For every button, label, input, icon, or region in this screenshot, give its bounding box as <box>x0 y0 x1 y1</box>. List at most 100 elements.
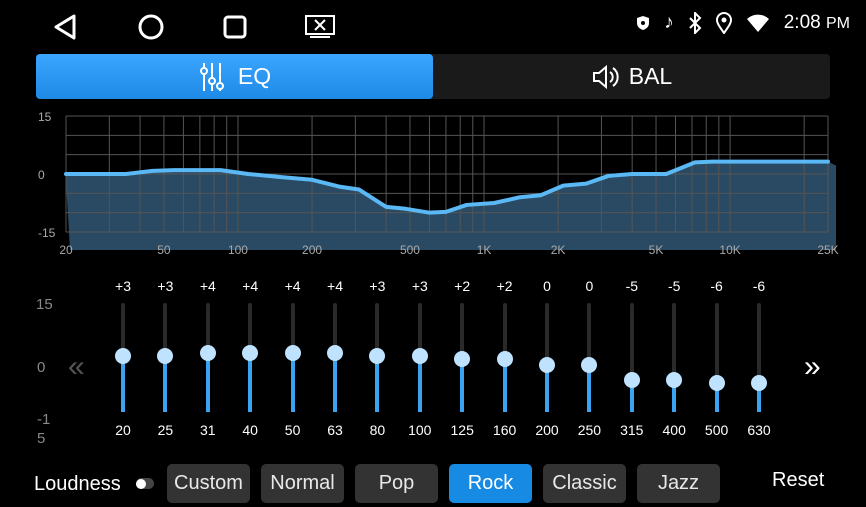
prev-bands-button[interactable]: « <box>68 350 84 383</box>
band-slider-400[interactable]: -5 400 <box>654 278 694 438</box>
recents-icon[interactable] <box>222 13 248 41</box>
slider-knob[interactable] <box>157 348 174 364</box>
band-slider-200[interactable]: 0 200 <box>527 278 567 438</box>
band-frequency: 25 <box>157 422 174 438</box>
x-tick-label: 50 <box>157 243 171 257</box>
tab-bal-label: BAL <box>628 63 673 89</box>
band-value: +2 <box>496 278 513 294</box>
slider-fill <box>375 356 380 412</box>
band-slider-50[interactable]: +4 50 <box>273 278 313 438</box>
band-slider-63[interactable]: +4 63 <box>315 278 355 438</box>
preset-pop-button[interactable]: Pop <box>355 464 438 503</box>
equalizer-icon <box>199 62 224 91</box>
slider-fill <box>121 356 125 412</box>
preset-jazz-button[interactable]: Jazz <box>637 464 720 503</box>
wifi-icon <box>746 14 769 32</box>
band-slider-80[interactable]: +3 80 <box>357 278 397 438</box>
slider-knob[interactable] <box>666 372 683 388</box>
slider-knob[interactable] <box>623 372 640 388</box>
band-frequency: 31 <box>200 422 216 438</box>
slider-fill <box>587 365 592 412</box>
band-value: +4 <box>242 278 259 294</box>
slider-knob[interactable] <box>454 351 471 367</box>
status-bar: ♪ 2:08 PM <box>636 12 850 34</box>
slider-knob[interactable] <box>539 357 555 373</box>
x-tick-label: 2K <box>551 243 566 257</box>
y-tick-label: -15 <box>38 226 56 240</box>
slider-knob[interactable] <box>496 351 513 367</box>
preset-classic-button[interactable]: Classic <box>543 464 626 503</box>
preset-rock-button[interactable]: Rock <box>449 464 532 503</box>
loudness-toggle-knob <box>136 478 146 489</box>
clock: 2:08 <box>783 12 821 33</box>
band-frequency: 160 <box>492 422 517 438</box>
band-frequency: 500 <box>704 422 729 438</box>
band-slider-250[interactable]: 0 250 <box>569 278 609 438</box>
band-slider-25[interactable]: +3 25 <box>145 278 185 438</box>
slider-fill <box>248 353 253 412</box>
band-slider-630[interactable]: -6 630 <box>739 278 779 438</box>
tab-eq-label: EQ <box>237 63 272 89</box>
home-icon[interactable] <box>137 13 165 41</box>
band-value: -6 <box>710 278 723 294</box>
band-value: -6 <box>752 278 766 294</box>
y-tick-label: 15 <box>38 110 52 124</box>
slider-knob[interactable] <box>369 348 386 364</box>
preset-normal-button[interactable]: Normal <box>261 464 344 503</box>
reset-button[interactable]: Reset <box>772 469 825 491</box>
slider-knob[interactable] <box>199 345 216 361</box>
tab-eq[interactable]: EQ <box>36 54 433 99</box>
slider-knob[interactable] <box>708 375 725 391</box>
band-frequency: 100 <box>408 422 432 438</box>
slider-fill <box>460 359 465 412</box>
band-frequency: 400 <box>662 422 686 438</box>
slider-knob[interactable] <box>242 345 259 361</box>
band-slider-315[interactable]: -5 315 <box>612 278 652 438</box>
slider-knob[interactable] <box>284 345 301 361</box>
y-tick-label: 0 <box>38 168 45 182</box>
band-frequency: 250 <box>577 422 602 438</box>
screen-off-icon[interactable] <box>304 13 336 41</box>
loudness-toggle[interactable] <box>136 478 154 489</box>
band-value: +3 <box>369 278 386 294</box>
band-slider-40[interactable]: +4 40 <box>230 278 270 438</box>
band-frequency: 315 <box>620 422 644 438</box>
bluetooth-icon <box>689 12 702 34</box>
preset-custom-button[interactable]: Custom <box>167 464 250 503</box>
slider-fill <box>163 356 168 412</box>
slider-knob[interactable] <box>327 345 343 361</box>
slider-fill <box>502 359 507 412</box>
shield-icon <box>637 16 650 30</box>
band-slider-20[interactable]: +3 20 <box>103 278 143 438</box>
band-value: +3 <box>411 278 428 294</box>
slider-knob[interactable] <box>751 375 767 391</box>
slider-fill <box>545 365 549 412</box>
band-frequency: 630 <box>747 422 771 438</box>
slider-track <box>672 303 677 412</box>
tab-bal[interactable]: BAL <box>433 54 830 99</box>
slider-knob[interactable] <box>581 357 598 373</box>
band-slider-125[interactable]: +2 125 <box>442 278 482 438</box>
x-tick-label: 25K <box>817 243 838 257</box>
band-slider-160[interactable]: +2 160 <box>485 278 525 438</box>
x-tick-label: 5K <box>649 243 664 257</box>
band-slider-500[interactable]: -6 500 <box>697 278 737 438</box>
x-tick-label: 100 <box>228 243 248 257</box>
slider-knob[interactable] <box>115 348 131 364</box>
slider-knob[interactable] <box>411 348 428 364</box>
band-value: +4 <box>327 278 343 294</box>
band-slider-100[interactable]: +3 100 <box>400 278 440 438</box>
back-icon[interactable] <box>52 13 78 41</box>
band-value: -5 <box>625 278 639 294</box>
location-icon <box>715 12 732 34</box>
band-value: +4 <box>199 278 216 294</box>
band-frequency: 125 <box>450 422 474 438</box>
next-bands-button[interactable]: » <box>804 350 820 383</box>
band-slider-31[interactable]: +4 31 <box>188 278 228 438</box>
band-frequency: 20 <box>115 422 131 438</box>
slider-track <box>757 303 761 412</box>
slider-track <box>629 303 634 412</box>
slider-fill <box>333 353 337 412</box>
slider-fill <box>205 353 210 412</box>
